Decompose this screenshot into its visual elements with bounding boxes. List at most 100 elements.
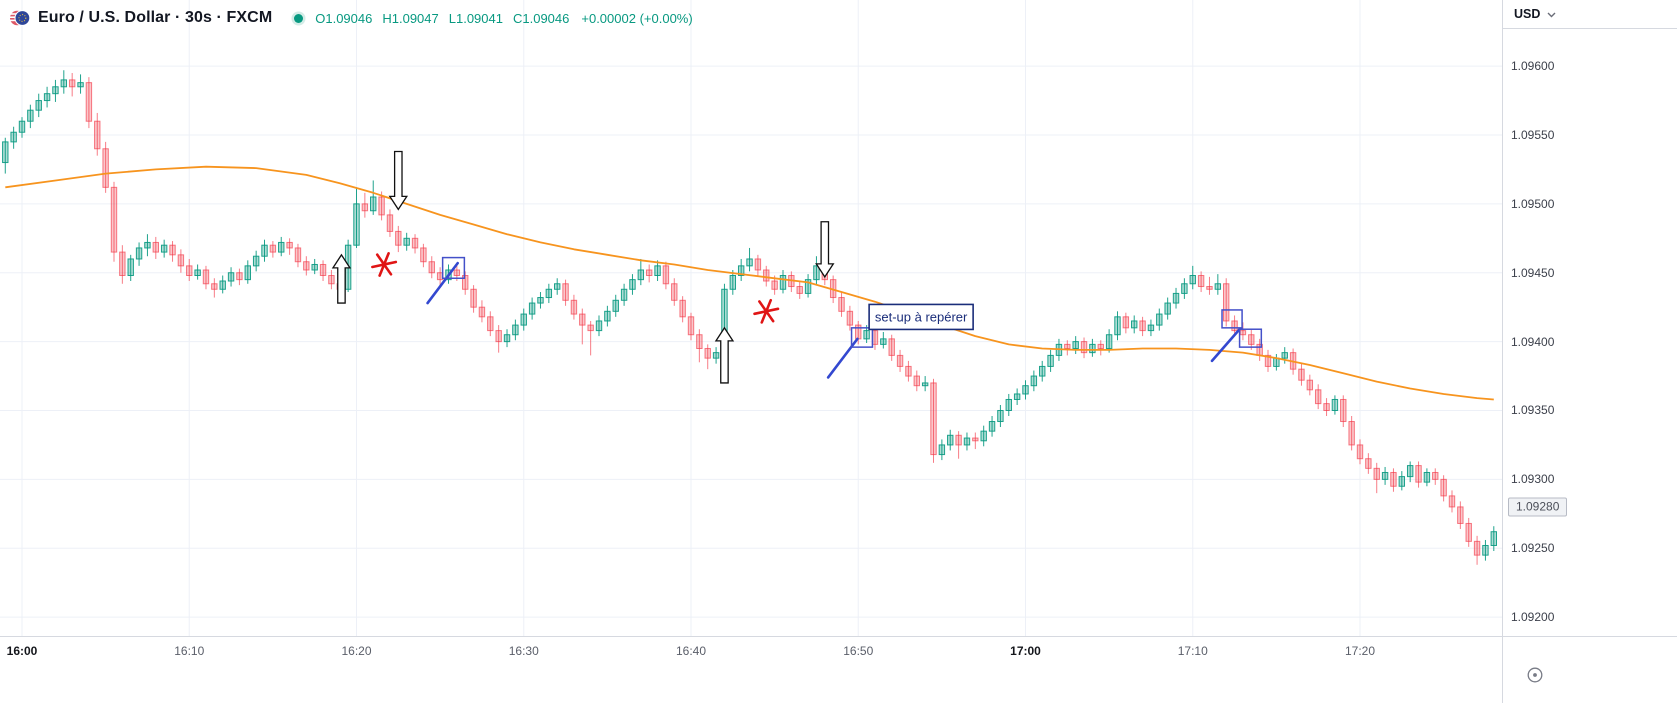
setup-box-4[interactable] [1238,328,1263,348]
time-axis[interactable]: 16:00 16:10 16:20 16:30 16:40 16:50 17:00 17:10… [0,636,1502,703]
candle [1072,336,1079,355]
candle [361,192,369,218]
candle [1390,468,1397,492]
candle [278,236,285,257]
ohlc-change: +0.00002 (+0.00%) [581,10,693,26]
crosshair-target-icon[interactable] [1525,665,1545,685]
candle [68,73,76,97]
candle [1340,395,1347,428]
candle [85,77,93,129]
red-asterisk-1[interactable] [371,252,398,277]
candle [587,320,594,356]
candle [286,238,293,255]
candle [1298,363,1305,386]
candle [696,329,703,363]
candle [395,225,402,253]
chart-legend: Euro / U.S. Dollar · 30s · FXCM O1.09046… [10,7,703,29]
chart-pane[interactable]: set-up à repérer Euro / U.S. Dollar · 30… [0,0,1502,636]
price-tick-label: 1.09450 [1511,265,1555,280]
candle [1197,271,1205,293]
candle [1105,329,1113,353]
setup-label[interactable]: set-up à repérer [868,303,974,331]
moving-average-line[interactable] [5,165,1494,401]
symbol-title[interactable]: Euro / U.S. Dollar · 30s · FXCM [38,9,273,26]
candle [813,256,820,286]
candle [645,264,653,283]
time-tick-label: 17:20 [1344,644,1376,658]
candle [1156,308,1163,331]
candle [1022,380,1029,400]
candle [712,347,720,364]
candlestick-chart[interactable]: set-up à repérer [0,0,1502,636]
price-tick-label: 1.09300 [1511,472,1555,487]
candle [386,209,394,237]
candle [679,296,686,323]
candle [1147,319,1155,337]
price-axis[interactable]: USD 1.09600 1.09550 1.09500 1.09450 1.09400 1… [1502,0,1677,636]
candle [1440,475,1447,502]
candle [1239,322,1247,341]
price-tick-label: 1.09350 [1511,403,1555,418]
candle [595,315,603,337]
candle [194,264,201,280]
candle [294,243,302,268]
setup-box-2[interactable] [850,327,874,348]
candle [43,86,51,108]
candle [704,344,711,370]
candle [252,250,260,272]
candle [1189,265,1196,290]
currency-selector[interactable]: USD [1503,0,1677,29]
trend-line-1[interactable] [426,261,459,305]
candle [838,292,845,317]
candle [763,265,770,287]
candle [1314,384,1322,410]
candle [930,378,937,463]
candle [554,278,561,295]
candle [219,275,226,294]
candle [754,254,762,276]
candle [1415,461,1422,488]
candle [77,74,84,94]
currency-label: USD [1514,7,1541,21]
candle [110,181,118,262]
red-asterisk-2[interactable] [753,298,780,324]
candle [127,254,134,282]
candle [227,267,235,287]
candle [947,429,954,451]
candle [303,256,310,276]
trend-line-3[interactable] [1210,327,1241,363]
candle [788,271,795,293]
candle [1223,278,1230,327]
candle [729,269,737,295]
candle [671,278,678,306]
candle [921,376,929,392]
candle [1406,461,1414,483]
current-price-badge: 1.09280 [1508,497,1568,517]
down-arrow-1[interactable] [388,150,409,211]
chevron-down-icon [1547,7,1556,21]
candle [1080,337,1088,359]
candle [796,281,803,299]
candle [328,269,335,290]
candle [846,305,854,331]
candle [579,308,586,345]
ohlc-close: C1.09046 [512,10,570,26]
candle [1365,453,1372,474]
candle [1064,340,1071,356]
ohlc-low: L1.09041 [448,10,503,26]
setup-box-1[interactable] [441,256,466,280]
trend-line-2[interactable] [826,337,859,379]
up-arrow-2[interactable] [714,326,735,384]
candle [1331,395,1339,415]
up-arrow-1[interactable] [331,253,352,304]
candle [520,308,527,331]
price-tick-label: 1.09200 [1511,610,1555,625]
candle [1356,439,1364,465]
down-arrow-2[interactable] [815,221,835,279]
candle [1457,501,1464,529]
candle [512,319,519,341]
candle [462,271,469,295]
candle [1131,315,1138,334]
setup-box-3[interactable] [1221,309,1243,329]
candle [1448,490,1456,513]
